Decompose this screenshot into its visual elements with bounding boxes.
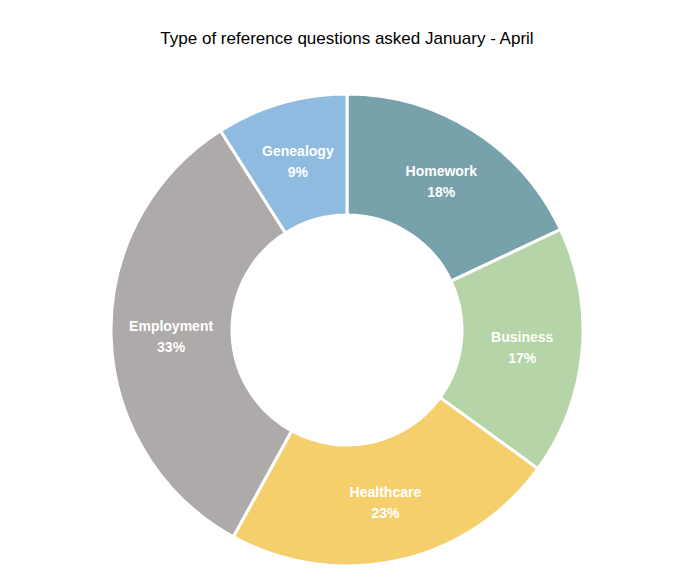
chart-root: Type of reference questions asked Januar… xyxy=(0,0,694,588)
value-label: 9% xyxy=(288,164,309,180)
category-label: Genealogy xyxy=(262,143,334,159)
chart-title: Type of reference questions asked Januar… xyxy=(160,29,533,48)
value-label: 17% xyxy=(508,350,537,366)
category-label: Healthcare xyxy=(350,484,422,500)
category-label: Homework xyxy=(406,163,478,179)
slices xyxy=(111,94,583,566)
value-label: 23% xyxy=(371,505,400,521)
category-label: Employment xyxy=(129,318,213,334)
labels: Homework 18% Business 17% Healthcare 23% Emplo… xyxy=(129,143,553,521)
value-label: 33% xyxy=(157,339,186,355)
value-label: 18% xyxy=(427,184,456,200)
slice xyxy=(221,94,347,233)
category-label: Business xyxy=(491,329,553,345)
